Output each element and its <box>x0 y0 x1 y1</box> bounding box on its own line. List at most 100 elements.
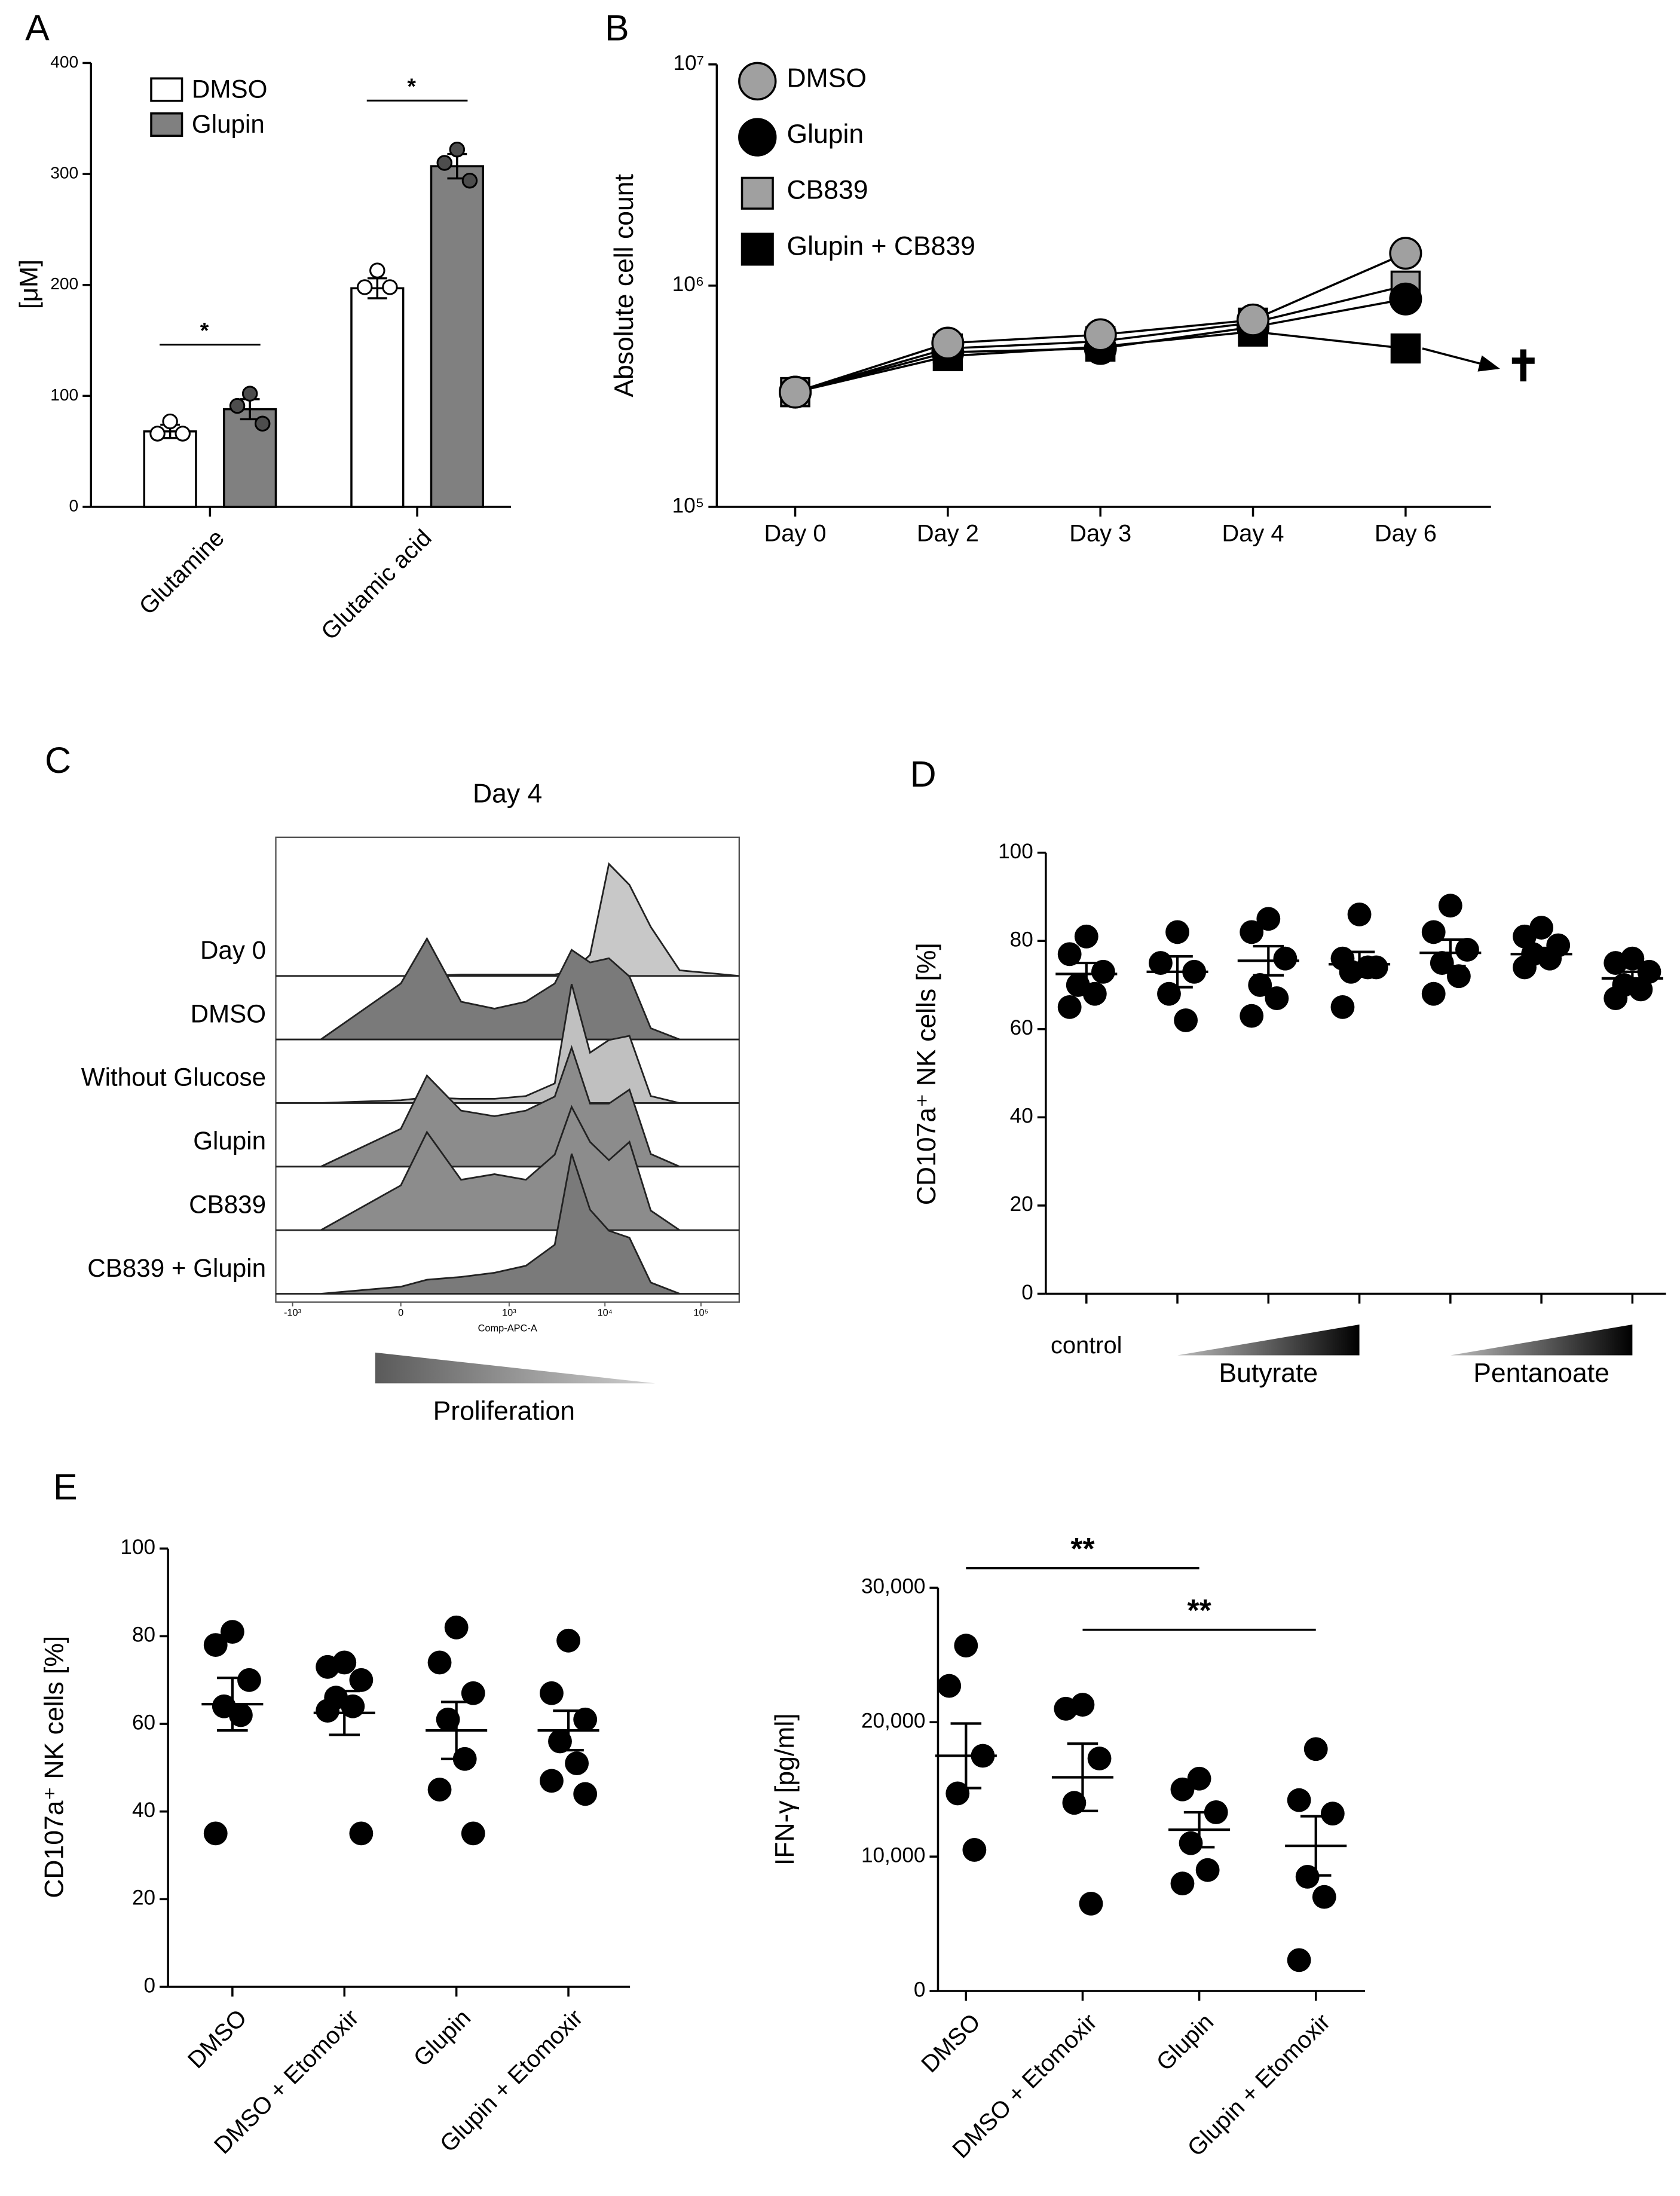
error-bar <box>329 1689 360 1736</box>
data-point <box>1446 964 1471 989</box>
y-axis-label: [μM] <box>15 259 43 309</box>
data-point <box>1265 986 1289 1011</box>
error-bar <box>553 1709 584 1752</box>
error-bar <box>950 1722 982 1790</box>
footer-label: Proliferation <box>433 1396 575 1426</box>
data-point <box>931 326 965 360</box>
data-point <box>1165 920 1189 944</box>
x-tick-label: DMSO <box>916 2009 986 2078</box>
data-point <box>954 1634 978 1658</box>
data-point <box>427 1650 452 1675</box>
data-point <box>461 1681 485 1705</box>
y-tick-label: 40 <box>132 1799 155 1822</box>
data-point <box>779 375 812 409</box>
data-point <box>1320 1802 1345 1826</box>
x-tick-label: -10³ <box>284 1308 302 1319</box>
density-curve <box>276 1105 739 1231</box>
chart-title: Day 4 <box>473 779 542 808</box>
x-tick-label: 10⁵ <box>693 1308 708 1319</box>
error-bar <box>1253 944 1284 977</box>
row-label: CB839 + Glupin <box>87 1254 266 1282</box>
data-point <box>937 1674 962 1698</box>
data-point <box>1389 237 1422 270</box>
data-point <box>556 1628 580 1653</box>
x-tick-label: 10³ <box>502 1308 516 1319</box>
data-point <box>1170 1871 1195 1896</box>
data-point <box>1390 333 1421 364</box>
panel-letter: A <box>25 8 50 48</box>
x-tick-label: Day 0 <box>764 520 827 546</box>
data-point <box>149 426 166 442</box>
y-tick-label: 80 <box>1010 928 1033 951</box>
concentration-wedge <box>1177 1325 1360 1356</box>
error-bar <box>1162 955 1193 989</box>
legend-label: DMSO <box>192 75 267 103</box>
data-point <box>1604 986 1628 1011</box>
density-curve <box>276 937 739 1041</box>
data-point <box>349 1821 374 1846</box>
data-point <box>1084 318 1117 351</box>
data-point <box>175 426 191 442</box>
data-point <box>1062 1791 1087 1815</box>
data-point <box>1287 1788 1311 1812</box>
y-axis-label: CD107a⁺ NK cells [%] <box>39 1636 69 1898</box>
y-tick-label: 10⁵ <box>672 494 705 517</box>
error-bar <box>1344 950 1375 978</box>
data-point <box>1074 924 1098 949</box>
data-point <box>369 262 385 279</box>
data-point <box>962 1838 987 1862</box>
error-bar <box>217 1676 248 1732</box>
x-tick-label: DMSO <box>183 2005 252 2074</box>
data-point <box>565 1751 589 1775</box>
x-tick-label: Day 3 <box>1069 520 1131 546</box>
y-tick-label: 0 <box>69 496 79 515</box>
legend-label: DMSO <box>787 63 867 93</box>
bar <box>223 408 277 508</box>
y-tick-label: 200 <box>50 274 78 293</box>
data-point <box>436 1707 460 1732</box>
data-point <box>436 155 452 171</box>
data-point <box>316 1654 340 1679</box>
y-tick-label: 60 <box>1010 1016 1033 1039</box>
data-point <box>1079 1891 1103 1916</box>
error-bar <box>1526 946 1557 962</box>
data-point <box>237 1668 261 1692</box>
y-tick-label: 20 <box>1010 1192 1033 1216</box>
legend-swatch <box>150 112 183 137</box>
data-point <box>461 1821 485 1846</box>
data-point <box>540 1681 564 1705</box>
data-point <box>254 415 271 432</box>
y-tick-label: 10⁶ <box>672 273 705 296</box>
group-label: Butyrate <box>1219 1359 1318 1388</box>
row-label: DMSO <box>191 999 266 1027</box>
data-point <box>449 141 466 158</box>
data-point <box>1087 1747 1112 1770</box>
row-label: Without Glucose <box>81 1063 266 1091</box>
density-curve <box>276 1153 739 1295</box>
x-tick-label: Day 2 <box>917 520 979 546</box>
data-point <box>1256 907 1281 931</box>
legend-label: Glupin <box>787 120 864 149</box>
proliferation-wedge <box>375 1352 656 1384</box>
data-point <box>1082 981 1107 1006</box>
y-tick-label: 20,000 <box>861 1709 925 1733</box>
data-point <box>356 279 373 295</box>
y-tick-label: 20 <box>132 1886 155 1910</box>
annotation: ✝ <box>1505 342 1541 390</box>
data-point <box>1421 981 1446 1006</box>
arrow <box>1422 347 1500 372</box>
data-point <box>548 1729 572 1754</box>
data-point <box>316 1699 340 1723</box>
data-point <box>220 1620 244 1644</box>
y-tick-label: 400 <box>50 53 78 71</box>
data-point <box>1355 955 1380 980</box>
y-tick-label: 0 <box>1021 1281 1033 1304</box>
x-tick-label: 10⁴ <box>598 1308 613 1319</box>
x-tick-label: Day 4 <box>1222 520 1284 546</box>
significance-label: * <box>200 317 209 342</box>
y-tick-label: 300 <box>50 163 78 182</box>
y-tick-label: 0 <box>143 1974 155 1997</box>
legend-marker <box>740 233 774 266</box>
y-tick-label: 0 <box>914 1978 926 2001</box>
